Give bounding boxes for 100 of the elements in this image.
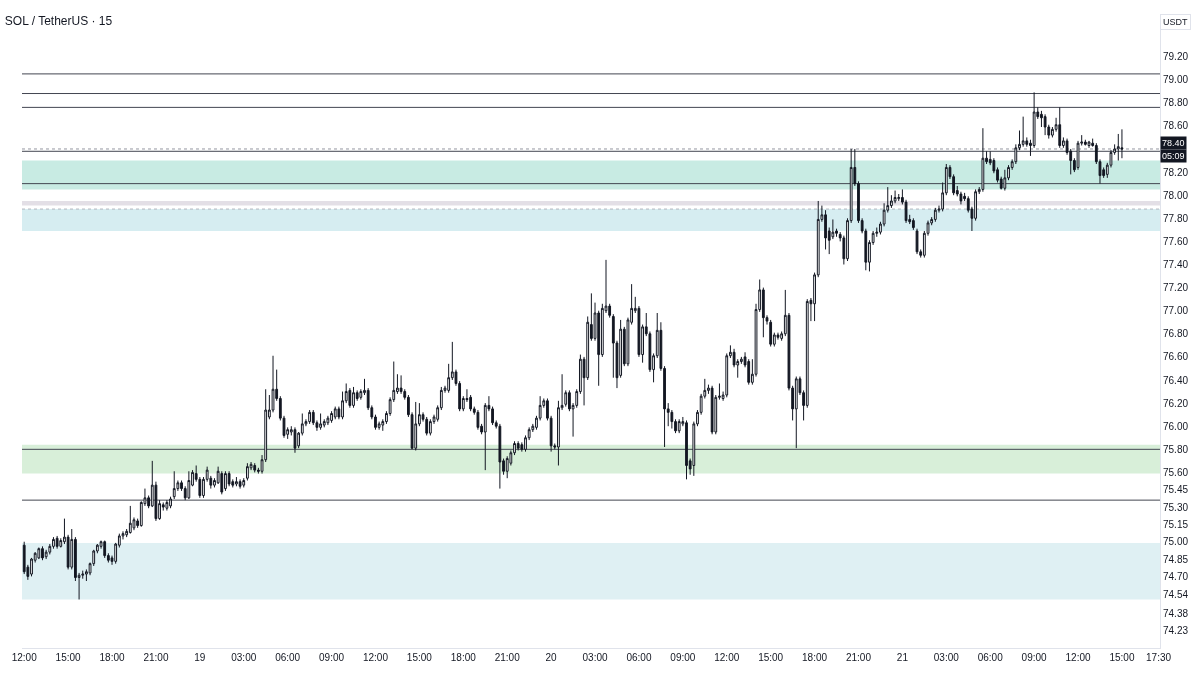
- x-tick-label: 03:00: [933, 652, 960, 663]
- y-tick-label: 77.20: [1163, 282, 1189, 294]
- y-tick-label: 78.80: [1163, 97, 1189, 109]
- x-tick-label: 03:00: [582, 652, 608, 663]
- y-tick-label: 78.60: [1163, 120, 1189, 132]
- candlestick: [824, 209, 827, 250]
- x-tick-label: 09:00: [670, 652, 696, 663]
- x-tick-label: 18:00: [99, 652, 125, 663]
- candlestick: [165, 499, 169, 512]
- y-tick-label: 75.45: [1163, 484, 1189, 496]
- candlestick: [326, 415, 330, 426]
- y-tick-label: 78.00: [1163, 189, 1189, 201]
- x-tick-label: 06:00: [977, 652, 1004, 663]
- candlestick: [677, 418, 681, 434]
- x-tick-label: 06:00: [626, 652, 652, 663]
- candlestick: [685, 419, 688, 480]
- x-tick-label: 18:00: [802, 652, 828, 663]
- candlestick: [238, 478, 242, 490]
- x-tick-label: 20: [545, 652, 558, 663]
- candlestick: [55, 535, 59, 550]
- x-tick-label: 17:30: [1146, 652, 1172, 663]
- candlestick: [333, 406, 337, 420]
- candlestick: [710, 385, 714, 435]
- candlestick: [1120, 128, 1124, 159]
- y-tick-label: 79.00: [1163, 74, 1189, 86]
- candlestick: [52, 536, 55, 550]
- y-tick-label: 78.20: [1163, 166, 1189, 178]
- candlestick: [1116, 133, 1120, 162]
- y-tick-label: 77.00: [1163, 305, 1189, 317]
- candlestick: [169, 496, 172, 509]
- candlestick: [915, 228, 919, 255]
- candlestick: [893, 190, 897, 204]
- candlestick: [37, 547, 41, 560]
- x-tick-label: 09:00: [1021, 652, 1048, 663]
- y-tick-label: 77.60: [1163, 235, 1189, 247]
- y-tick-label: 75.30: [1163, 501, 1189, 513]
- candlestick: [172, 470, 176, 500]
- x-tick-label: 21:00: [143, 652, 169, 663]
- candlestick: [1021, 116, 1025, 148]
- y-tick-label: 77.40: [1163, 258, 1189, 270]
- candlestick: [246, 462, 249, 481]
- candlestick: [981, 127, 985, 193]
- x-tick-label: 21: [896, 652, 909, 663]
- candlestick: [41, 545, 44, 561]
- y-tick-label: 74.23: [1163, 625, 1189, 637]
- candlestick: [1083, 139, 1087, 147]
- x-tick-label: 12:00: [714, 652, 740, 663]
- candlestick: [425, 416, 429, 436]
- x-tick-label: 15:00: [758, 652, 784, 663]
- x-tick-label: 09:00: [319, 652, 345, 663]
- candlestick: [330, 410, 333, 424]
- candlestick: [293, 426, 297, 454]
- text: 05:09: [1162, 151, 1185, 161]
- chart-title: SOL / TetherUS · 15: [4, 14, 113, 29]
- x-tick-label: 15:00: [55, 652, 82, 663]
- x-tick-label: 18:00: [450, 652, 477, 663]
- y-tick-label: 75.00: [1163, 536, 1189, 548]
- x-tick-label: 21:00: [494, 652, 521, 663]
- candlestick: [428, 418, 432, 436]
- x-tick-label: 21:00: [845, 652, 872, 663]
- y-tick-label: 76.00: [1163, 420, 1189, 432]
- candlestick: [187, 470, 191, 500]
- candlestick: [911, 217, 915, 231]
- y-tick-label: 75.15: [1163, 518, 1189, 530]
- candlestick: [220, 470, 224, 495]
- x-tick-label: 12:00: [11, 652, 38, 663]
- x-tick-label: 03:00: [231, 652, 257, 663]
- candlestick: [227, 470, 231, 487]
- candlestick: [348, 387, 352, 409]
- x-tick-label: 12:00: [362, 652, 389, 663]
- candlestick: [253, 462, 257, 473]
- x-tick-label: 12:00: [1065, 652, 1091, 663]
- candlestick: [1058, 106, 1062, 149]
- candlestick: [224, 470, 227, 492]
- y-tick-label: 76.80: [1163, 328, 1189, 340]
- y-tick-label: 74.54: [1163, 589, 1189, 601]
- candlestick: [498, 423, 502, 490]
- y-tick-label: 75.80: [1163, 443, 1189, 455]
- candlestick: [1087, 140, 1091, 149]
- y-tick-label: 74.38: [1163, 607, 1189, 619]
- y-tick-label: 75.60: [1163, 466, 1189, 478]
- candlestick: [235, 476, 238, 487]
- y-tick-label: 76.60: [1163, 351, 1189, 363]
- x-tick-label: 06:00: [275, 652, 301, 663]
- candlestick: [476, 409, 480, 431]
- candlestick: [352, 386, 355, 409]
- y-tick-label: 74.70: [1163, 570, 1189, 582]
- candlestick: [128, 505, 132, 535]
- y-tick-label: 77.80: [1163, 212, 1189, 224]
- candlestick: [322, 418, 326, 428]
- candlestick: [103, 540, 107, 559]
- candlestick: [1043, 113, 1047, 136]
- candlestick: [308, 409, 312, 425]
- y-tick-label: 76.20: [1163, 397, 1189, 409]
- x-tick-label: 15:00: [1109, 652, 1135, 663]
- x-tick-label: 15:00: [406, 652, 433, 663]
- y-axis-title: USDT: [1163, 17, 1188, 27]
- ref-line-label: 78.40: [1162, 138, 1185, 148]
- x-tick-label: 19: [194, 652, 206, 663]
- candlestick: [769, 319, 773, 348]
